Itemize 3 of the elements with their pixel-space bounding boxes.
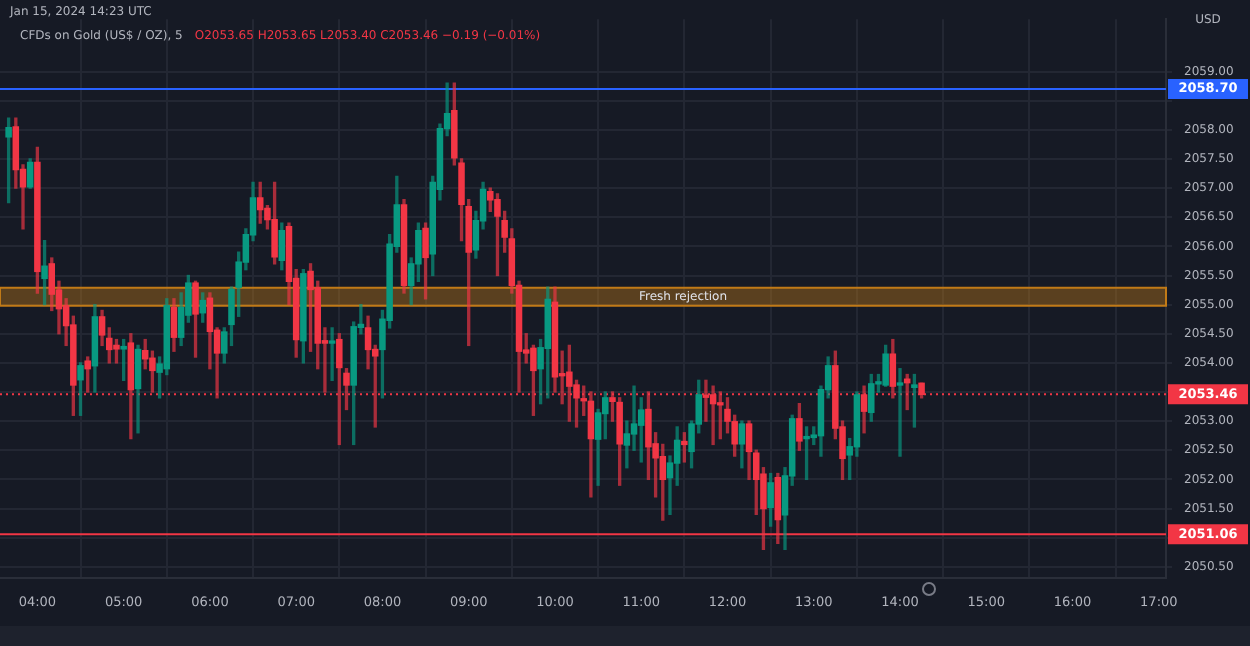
- candlestick: [896, 368, 904, 457]
- candlestick: [328, 327, 336, 382]
- candlestick: [630, 385, 638, 451]
